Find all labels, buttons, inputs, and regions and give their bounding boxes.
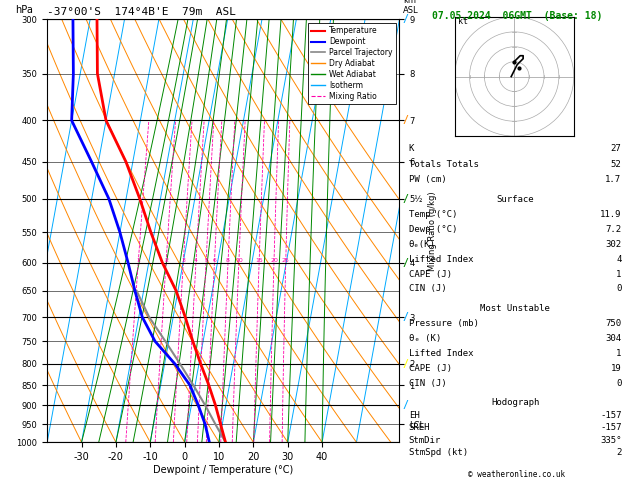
X-axis label: Dewpoint / Temperature (°C): Dewpoint / Temperature (°C) xyxy=(153,465,293,475)
Text: K: K xyxy=(409,144,415,153)
Text: StmDir: StmDir xyxy=(409,436,441,445)
Text: 20: 20 xyxy=(270,258,278,263)
Text: Most Unstable: Most Unstable xyxy=(480,304,550,313)
Text: 52: 52 xyxy=(611,159,621,169)
Text: 25: 25 xyxy=(282,258,290,263)
Text: Lifted Index: Lifted Index xyxy=(409,349,474,358)
Text: Mixing Ratio (g/kg): Mixing Ratio (g/kg) xyxy=(428,191,437,271)
Text: 6: 6 xyxy=(213,258,216,263)
Text: /: / xyxy=(403,116,409,125)
Text: θₑ(K): θₑ(K) xyxy=(409,240,436,249)
Text: -157: -157 xyxy=(600,411,621,419)
Text: 11.9: 11.9 xyxy=(600,210,621,219)
Text: /: / xyxy=(403,359,409,369)
Text: 1: 1 xyxy=(616,270,621,278)
Text: 3: 3 xyxy=(181,258,186,263)
Text: 5: 5 xyxy=(204,258,208,263)
Text: 1: 1 xyxy=(136,258,140,263)
Text: 10: 10 xyxy=(235,258,243,263)
Text: 19: 19 xyxy=(611,364,621,373)
Text: 0: 0 xyxy=(616,379,621,388)
Text: 750: 750 xyxy=(605,319,621,329)
Text: /: / xyxy=(403,15,409,24)
Text: CAPE (J): CAPE (J) xyxy=(409,270,452,278)
Text: CIN (J): CIN (J) xyxy=(409,379,447,388)
Text: kt: kt xyxy=(458,17,467,26)
Text: Pressure (mb): Pressure (mb) xyxy=(409,319,479,329)
Text: 1: 1 xyxy=(616,349,621,358)
Text: 4: 4 xyxy=(194,258,198,263)
Text: /: / xyxy=(403,194,409,204)
Text: 27: 27 xyxy=(611,144,621,153)
Text: 0: 0 xyxy=(616,284,621,294)
Text: 07.05.2024  06GMT  (Base: 18): 07.05.2024 06GMT (Base: 18) xyxy=(432,11,602,21)
Text: Hodograph: Hodograph xyxy=(491,398,539,407)
Text: 2: 2 xyxy=(616,449,621,457)
Text: 7.2: 7.2 xyxy=(605,225,621,234)
Text: 4: 4 xyxy=(616,255,621,263)
Text: Dewp (°C): Dewp (°C) xyxy=(409,225,457,234)
Text: /: / xyxy=(403,400,409,410)
Text: 304: 304 xyxy=(605,334,621,343)
Text: CAPE (J): CAPE (J) xyxy=(409,364,452,373)
Text: θₑ (K): θₑ (K) xyxy=(409,334,441,343)
Text: StmSpd (kt): StmSpd (kt) xyxy=(409,449,468,457)
Text: Temp (°C): Temp (°C) xyxy=(409,210,457,219)
Text: -37°00'S  174°4B'E  79m  ASL: -37°00'S 174°4B'E 79m ASL xyxy=(47,7,236,17)
Text: /: / xyxy=(403,258,409,268)
Text: 2: 2 xyxy=(164,258,168,263)
Text: 15: 15 xyxy=(255,258,263,263)
Legend: Temperature, Dewpoint, Parcel Trajectory, Dry Adiabat, Wet Adiabat, Isotherm, Mi: Temperature, Dewpoint, Parcel Trajectory… xyxy=(308,23,396,104)
Text: PW (cm): PW (cm) xyxy=(409,175,447,184)
Text: hPa: hPa xyxy=(16,5,33,15)
Text: 302: 302 xyxy=(605,240,621,249)
Text: SREH: SREH xyxy=(409,423,430,432)
Text: km
ASL: km ASL xyxy=(403,0,418,15)
Text: Totals Totals: Totals Totals xyxy=(409,159,479,169)
Text: Surface: Surface xyxy=(496,195,534,204)
Text: /: / xyxy=(403,312,409,322)
Text: -157: -157 xyxy=(600,423,621,432)
Text: 8: 8 xyxy=(226,258,230,263)
Text: EH: EH xyxy=(409,411,420,419)
Text: 335°: 335° xyxy=(600,436,621,445)
Text: © weatheronline.co.uk: © weatheronline.co.uk xyxy=(469,469,565,479)
Text: Lifted Index: Lifted Index xyxy=(409,255,474,263)
Text: 1.7: 1.7 xyxy=(605,175,621,184)
Text: CIN (J): CIN (J) xyxy=(409,284,447,294)
